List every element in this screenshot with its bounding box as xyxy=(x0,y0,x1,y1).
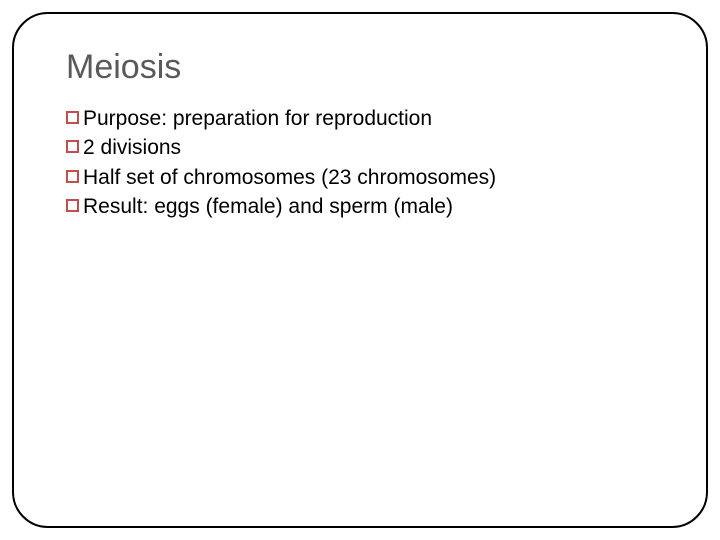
square-bullet-icon xyxy=(66,199,79,212)
list-item: Purpose: preparation for reproduction xyxy=(66,105,654,132)
list-item: Result: eggs (female) and sperm (male) xyxy=(66,193,654,220)
square-bullet-icon xyxy=(66,111,79,124)
list-item: 2 divisions xyxy=(66,134,654,161)
bullet-text: Purpose: preparation for reproduction xyxy=(83,105,432,132)
list-item: Half set of chromosomes (23 chromosomes) xyxy=(66,164,654,191)
slide-frame: Meiosis Purpose: preparation for reprodu… xyxy=(12,12,708,528)
bullet-list: Purpose: preparation for reproduction 2 … xyxy=(66,105,654,220)
square-bullet-icon xyxy=(66,140,79,153)
bullet-text: Half set of chromosomes (23 chromosomes) xyxy=(83,164,496,191)
bullet-text: 2 divisions xyxy=(83,134,181,161)
slide-title: Meiosis xyxy=(66,48,654,87)
bullet-text: Result: eggs (female) and sperm (male) xyxy=(83,193,453,220)
square-bullet-icon xyxy=(66,170,79,183)
